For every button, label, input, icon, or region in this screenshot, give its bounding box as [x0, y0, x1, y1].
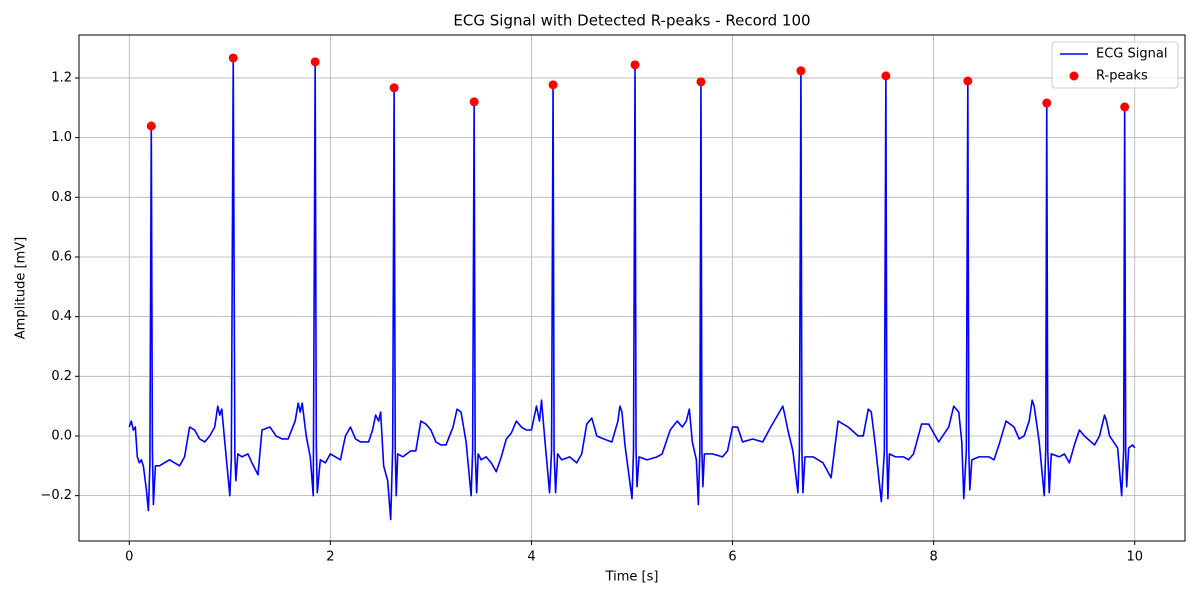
x-tick-label: 0 — [125, 550, 133, 565]
plot-frame — [78, 34, 1186, 542]
r-peak — [146, 121, 156, 131]
y-tick-label: 0.8 — [51, 190, 72, 205]
r-peak — [548, 80, 558, 90]
r-peak — [881, 71, 891, 81]
r-peak — [696, 77, 706, 87]
y-tick-label: 0.6 — [51, 249, 72, 264]
x-tick-label: 8 — [929, 550, 937, 565]
r-peak — [630, 60, 640, 70]
y-axis-label: Amplitude [mV] — [14, 237, 29, 339]
r-peak — [228, 53, 238, 63]
y-tick-label: 0.4 — [51, 309, 72, 324]
r-peak — [1042, 98, 1052, 108]
x-axis-label: Time [s] — [605, 570, 659, 585]
legend-label: ECG Signal — [1096, 47, 1167, 62]
legend-label: R-peaks — [1096, 69, 1148, 84]
x-tick-label: 6 — [728, 550, 736, 565]
y-tick-label: 0.2 — [51, 369, 72, 384]
ecg-line — [128, 57, 1136, 521]
r-peak — [1120, 102, 1130, 112]
r-peak — [796, 66, 806, 76]
legend-swatch — [1069, 71, 1079, 81]
x-tick-label: 10 — [1126, 550, 1143, 565]
x-tick-label: 2 — [326, 550, 334, 565]
r-peak — [963, 76, 973, 86]
y-tick-label: −0.2 — [40, 488, 72, 503]
y-tick-label: 1.0 — [51, 130, 72, 145]
x-tick-label: 4 — [527, 550, 535, 565]
r-peak — [389, 83, 399, 93]
chart-title: ECG Signal with Detected R-peaks - Recor… — [453, 12, 810, 30]
y-tick-label: 0.0 — [51, 428, 72, 443]
r-peak — [469, 97, 479, 107]
y-tick-label: 1.2 — [51, 70, 72, 85]
r-peak — [310, 57, 320, 67]
